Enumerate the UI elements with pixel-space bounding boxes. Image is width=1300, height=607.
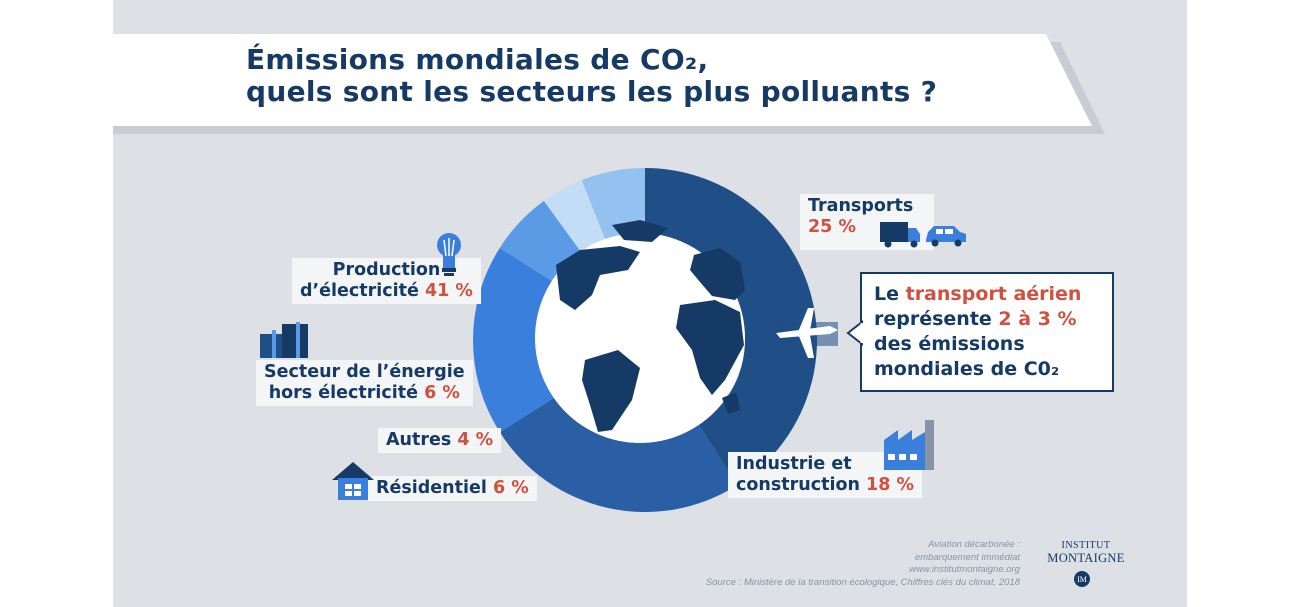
- callout-text-2: représente: [874, 308, 999, 330]
- callout-text-1: Le: [874, 283, 906, 305]
- transports-pct: 25 %: [808, 217, 856, 237]
- source-line-3: www.institutmontaigne.org: [909, 564, 1020, 575]
- donut-slice-industrie: [472, 247, 561, 433]
- industrie-line-1: Industrie et: [736, 454, 852, 474]
- air-transport-callout: Le transport aérien représente 2 à 3 % d…: [860, 272, 1114, 392]
- label-autres: Autres 4 %: [378, 428, 502, 453]
- residentiel-pct: 6 %: [492, 478, 529, 498]
- label-production: Production d’électricité 41 %: [292, 258, 481, 304]
- logo-line-1: INSTITUT: [1061, 540, 1111, 551]
- production-line-1: Production: [332, 260, 441, 280]
- donut-slice-autres: [543, 180, 609, 260]
- callout-text-3: des émissions: [874, 333, 1025, 355]
- title-line-1: Émissions mondiales de CO₂,: [246, 43, 709, 76]
- callout-text-4: mondiales de C0₂: [874, 358, 1060, 380]
- autres-pct: 4 %: [457, 430, 494, 450]
- industrie-pct: 18 %: [866, 475, 915, 495]
- source-line-2: embarquement immédiat: [914, 551, 1020, 563]
- energie-line-2: hors électricité: [268, 383, 419, 403]
- callout-highlight-2: 2 à 3 %: [998, 308, 1077, 330]
- autres-line-1: Autres: [386, 430, 452, 450]
- industrie-line-2: construction: [736, 475, 860, 495]
- energie-pct: 6 %: [424, 383, 460, 403]
- source-note: Aviation décarbonée : embarquement imméd…: [706, 539, 1020, 589]
- donut-slice-transports: [499, 393, 738, 512]
- institut-montaigne-logo: INSTITUT MONTAIGNE IM: [1036, 540, 1136, 593]
- label-energie: Secteur de l’énergie hors électricité 6 …: [256, 360, 473, 406]
- energie-line-1: Secteur de l’énergie: [264, 362, 465, 382]
- callout-highlight-1: transport aérien: [905, 283, 1082, 305]
- page-title: Émissions mondiales de CO₂, quels sont l…: [246, 44, 937, 108]
- production-line-2: d’électricité: [300, 281, 419, 301]
- logo-monogram-text: IM: [1077, 575, 1087, 584]
- label-industrie: Industrie et construction 18 %: [728, 452, 923, 498]
- transports-line-1: Transports: [808, 196, 914, 216]
- label-transports: Transports 25 %: [800, 194, 934, 250]
- residentiel-line-1: Résidentiel: [376, 478, 487, 498]
- source-line-4: Source : Ministère de la transition écol…: [705, 576, 1020, 588]
- label-residentiel: Résidentiel 6 %: [368, 476, 537, 501]
- production-pct: 41 %: [424, 281, 473, 301]
- title-line-2: quels sont les secteurs les plus polluan…: [246, 75, 938, 108]
- logo-line-2: MONTAIGNE: [1047, 551, 1125, 565]
- globe-icon: [535, 220, 745, 443]
- source-line-1: Aviation décarbonée :: [928, 539, 1020, 550]
- logo-monogram: IM: [1074, 571, 1090, 587]
